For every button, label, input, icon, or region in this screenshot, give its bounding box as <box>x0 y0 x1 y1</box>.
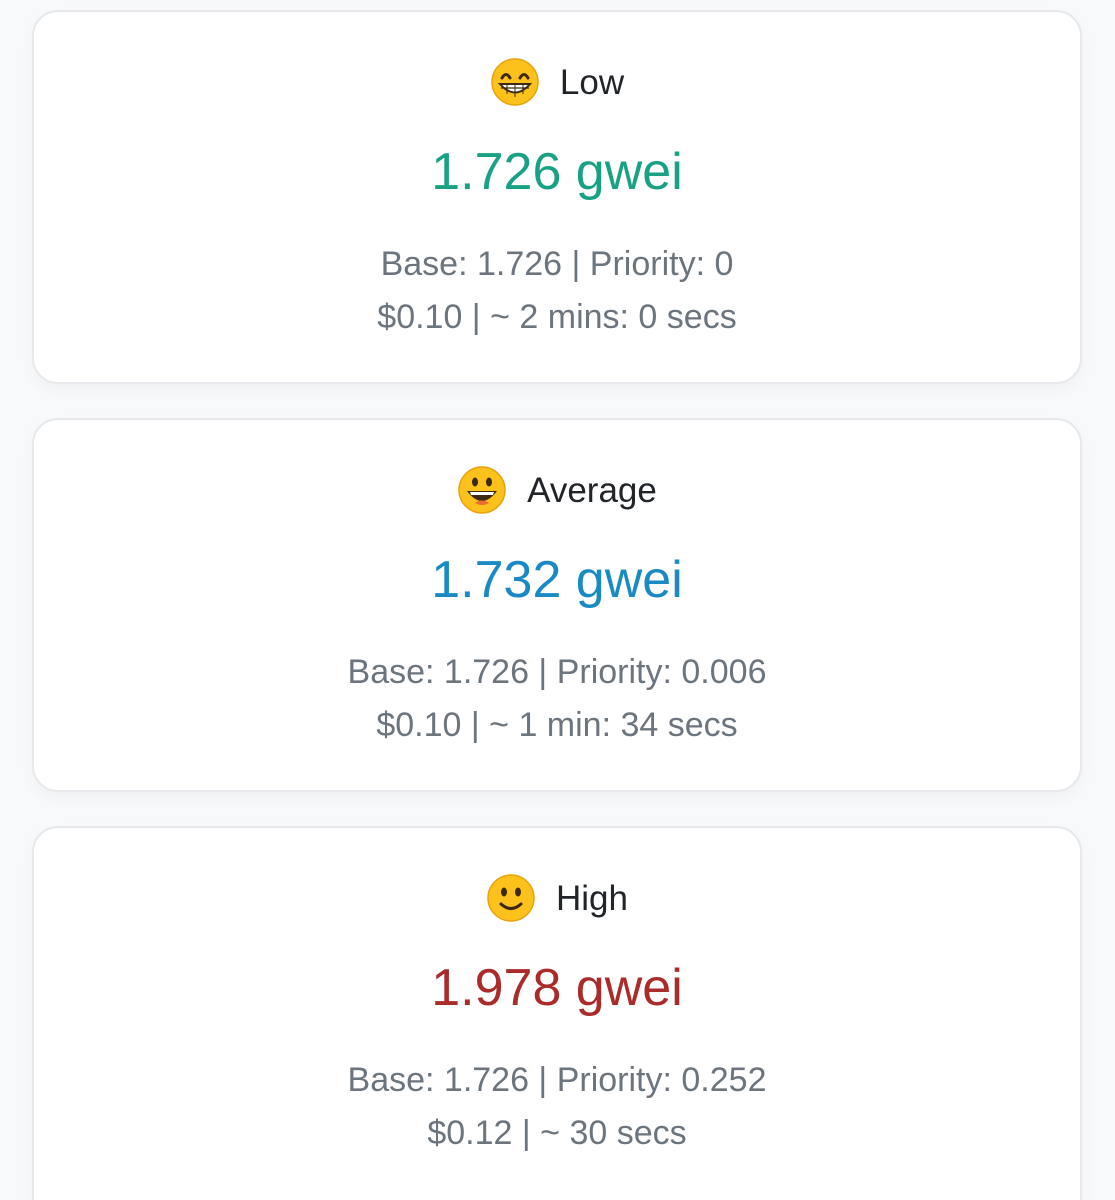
grinning-face-icon <box>457 465 507 515</box>
gas-card-header: Average <box>34 464 1080 516</box>
slightly-smiling-face-icon <box>486 873 536 923</box>
gas-card-high: High 1.978 gwei Base: 1.726 | Priority: … <box>32 826 1082 1200</box>
gas-card-header: Low <box>34 56 1080 108</box>
gas-card-average: Average 1.732 gwei Base: 1.726 | Priorit… <box>32 418 1082 792</box>
gas-card-low: Low 1.726 gwei Base: 1.726 | Priority: 0… <box>32 10 1082 384</box>
gas-cost-time: $0.10 | ~ 2 mins: 0 secs <box>377 298 737 336</box>
gas-price: 1.732 gwei <box>431 551 683 609</box>
grinning-face-with-smiling-eyes-icon <box>490 57 540 107</box>
gas-price: 1.726 gwei <box>431 143 683 201</box>
gas-tier-label: Average <box>527 470 657 510</box>
gas-card-header: High <box>34 872 1080 924</box>
gas-breakdown: Base: 1.726 | Priority: 0.252 <box>347 1061 767 1099</box>
gas-cost-time: $0.12 | ~ 30 secs <box>427 1114 687 1152</box>
gas-tier-label: High <box>556 878 628 918</box>
gas-breakdown: Base: 1.726 | Priority: 0.006 <box>347 653 767 691</box>
gas-breakdown: Base: 1.726 | Priority: 0 <box>380 245 734 283</box>
gas-price: 1.978 gwei <box>431 959 683 1017</box>
gas-cost-time: $0.10 | ~ 1 min: 34 secs <box>376 706 738 744</box>
gas-tier-label: Low <box>559 62 625 102</box>
